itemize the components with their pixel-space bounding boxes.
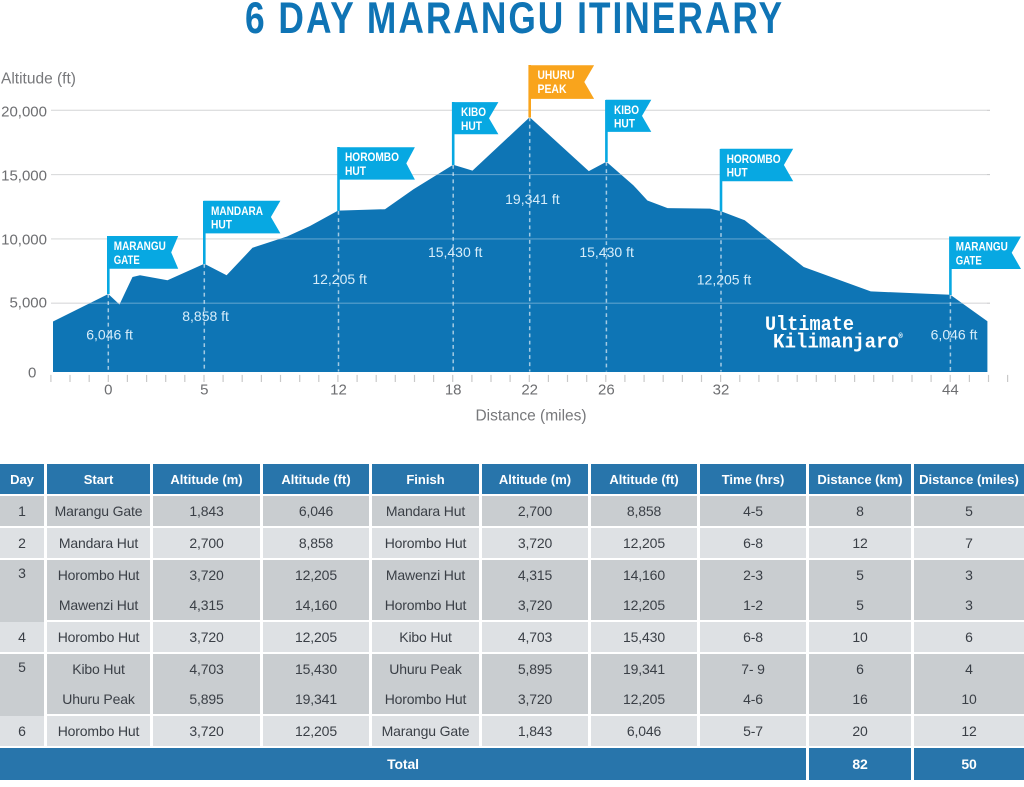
- svg-text:10,000: 10,000: [1, 231, 47, 248]
- svg-text:GATE: GATE: [956, 253, 982, 267]
- svg-text:26: 26: [598, 382, 615, 399]
- svg-text:HUT: HUT: [345, 164, 367, 178]
- svg-text:®: ®: [899, 332, 904, 341]
- svg-text:0: 0: [28, 364, 36, 381]
- svg-text:19,341 ft: 19,341 ft: [505, 191, 560, 207]
- svg-text:15,430 ft: 15,430 ft: [428, 244, 483, 260]
- svg-text:15,430 ft: 15,430 ft: [579, 244, 634, 260]
- svg-text:Kilimanjaro: Kilimanjaro: [773, 332, 899, 355]
- svg-text:32: 32: [713, 382, 730, 399]
- svg-text:HUT: HUT: [211, 218, 233, 232]
- svg-text:HUT: HUT: [461, 119, 483, 133]
- svg-text:0: 0: [104, 382, 112, 399]
- svg-text:MANDARA: MANDARA: [211, 204, 263, 218]
- svg-text:KIBO: KIBO: [614, 103, 639, 117]
- svg-text:Ultimate: Ultimate: [765, 314, 854, 337]
- svg-text:GATE: GATE: [114, 253, 140, 267]
- svg-text:12: 12: [330, 382, 347, 399]
- svg-text:MARANGU: MARANGU: [956, 240, 1008, 254]
- svg-text:6,046 ft: 6,046 ft: [931, 327, 978, 343]
- svg-text:PEAK: PEAK: [538, 82, 567, 96]
- svg-text:MARANGU: MARANGU: [114, 239, 166, 253]
- svg-text:6,046 ft: 6,046 ft: [86, 327, 133, 343]
- svg-text:HOROMBO: HOROMBO: [345, 150, 399, 164]
- svg-text:HOROMBO: HOROMBO: [727, 152, 781, 166]
- svg-text:UHURU: UHURU: [538, 68, 575, 82]
- svg-text:20,000: 20,000: [1, 103, 47, 120]
- svg-text:15,000: 15,000: [1, 168, 47, 185]
- svg-text:44: 44: [942, 382, 959, 399]
- svg-text:5: 5: [200, 382, 208, 399]
- svg-text:22: 22: [521, 382, 538, 399]
- svg-text:12,205 ft: 12,205 ft: [697, 272, 752, 288]
- svg-text:18: 18: [445, 382, 462, 399]
- svg-text:Distance (miles): Distance (miles): [475, 408, 586, 425]
- svg-text:Altitude (ft): Altitude (ft): [1, 71, 76, 88]
- svg-text:5,000: 5,000: [9, 295, 47, 312]
- svg-text:HUT: HUT: [614, 117, 636, 131]
- svg-text:12,205 ft: 12,205 ft: [312, 271, 367, 287]
- svg-text:8,858 ft: 8,858 ft: [182, 308, 229, 324]
- svg-text:KIBO: KIBO: [461, 105, 486, 119]
- svg-text:HUT: HUT: [727, 166, 749, 180]
